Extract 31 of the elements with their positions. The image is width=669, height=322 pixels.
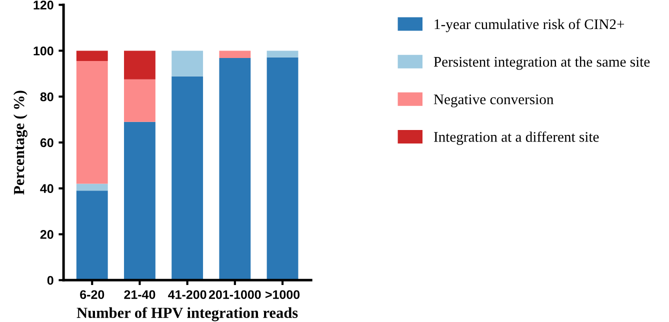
- x-tick-label: 21-40: [124, 290, 156, 300]
- bar: [124, 122, 156, 280]
- legend-label: Persistent integration at the same site: [434, 56, 650, 70]
- x-tick-label: 201-1000: [208, 290, 261, 300]
- y-tick-label: 100: [34, 46, 54, 56]
- bar: [76, 50, 108, 62]
- bar: [219, 58, 251, 280]
- bar: [172, 50, 204, 76]
- y-axis-title: Percentage ( %): [13, 90, 28, 195]
- y-tick-label: 60: [40, 138, 54, 148]
- y-tick-label: 40: [40, 184, 54, 194]
- bar: [266, 57, 298, 280]
- legend-label: Integration at a different site: [434, 131, 599, 145]
- x-tick-label: 6-20: [80, 290, 104, 300]
- y-tick-label: 80: [40, 92, 54, 102]
- y-tick-label: 120: [34, 0, 54, 10]
- y-tick-label: 0: [47, 276, 54, 285]
- x-tick-label: 41-200: [168, 290, 206, 300]
- bar: [76, 61, 108, 184]
- bar: [76, 190, 108, 280]
- bar: [76, 184, 108, 191]
- bar: [266, 50, 298, 58]
- x-axis-title: Number of HPV integration reads: [76, 307, 298, 322]
- legend-label: Negative conversion: [434, 94, 554, 108]
- bar: [172, 76, 204, 280]
- bar: [124, 50, 156, 80]
- x-tick-label: >1000: [265, 290, 300, 300]
- bar: [124, 79, 156, 122]
- bar: [219, 50, 251, 58]
- y-tick-label: 20: [40, 230, 54, 239]
- legend-label: 1-year cumulative risk of CIN2+: [434, 18, 624, 32]
